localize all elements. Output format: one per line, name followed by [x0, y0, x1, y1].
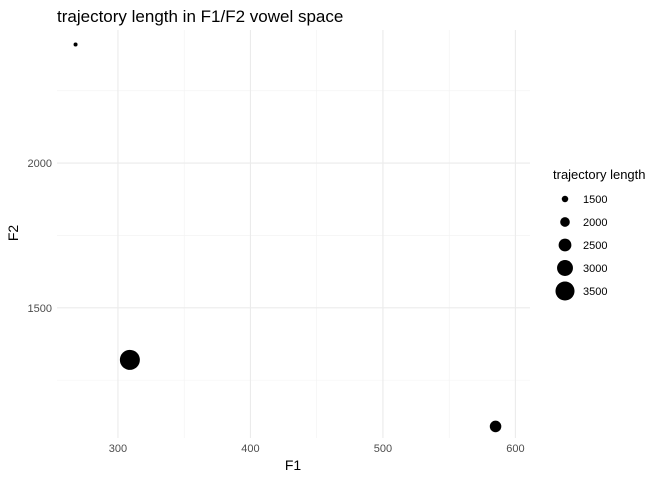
data-points [73, 42, 502, 433]
chart-title: trajectory length in F1/F2 vowel space [57, 7, 343, 26]
legend-label: 2500 [583, 240, 607, 252]
data-point [119, 349, 140, 370]
x-axis-title: F1 [285, 457, 302, 473]
legend-label: 2000 [583, 217, 607, 229]
data-point [489, 420, 502, 433]
legend-key [560, 217, 570, 227]
legend-key [558, 238, 572, 252]
legend-label: 1500 [583, 194, 607, 206]
y-tick-labels: 1500 2000 [28, 158, 52, 315]
x-tick-label: 600 [506, 443, 524, 455]
legend-key [555, 281, 575, 301]
data-point [73, 42, 78, 47]
grid [57, 30, 530, 438]
y-tick-label: 2000 [28, 158, 52, 170]
y-axis-title: F2 [5, 225, 21, 242]
legend-label: 3000 [583, 263, 607, 275]
legend-key [557, 260, 573, 276]
legend-title: trajectory length [553, 167, 646, 182]
x-tick-label: 500 [374, 443, 392, 455]
legend-entries: 1500 2000 2500 3000 3500 [555, 194, 607, 301]
x-tick-labels: 300 400 500 600 [109, 443, 525, 455]
y-tick-label: 1500 [28, 303, 52, 315]
x-tick-label: 300 [109, 443, 127, 455]
x-tick-label: 400 [241, 443, 259, 455]
legend-key [561, 195, 569, 203]
legend-label: 3500 [583, 286, 607, 298]
legend: trajectory length 1500 2000 2500 3000 3500 [553, 167, 646, 301]
